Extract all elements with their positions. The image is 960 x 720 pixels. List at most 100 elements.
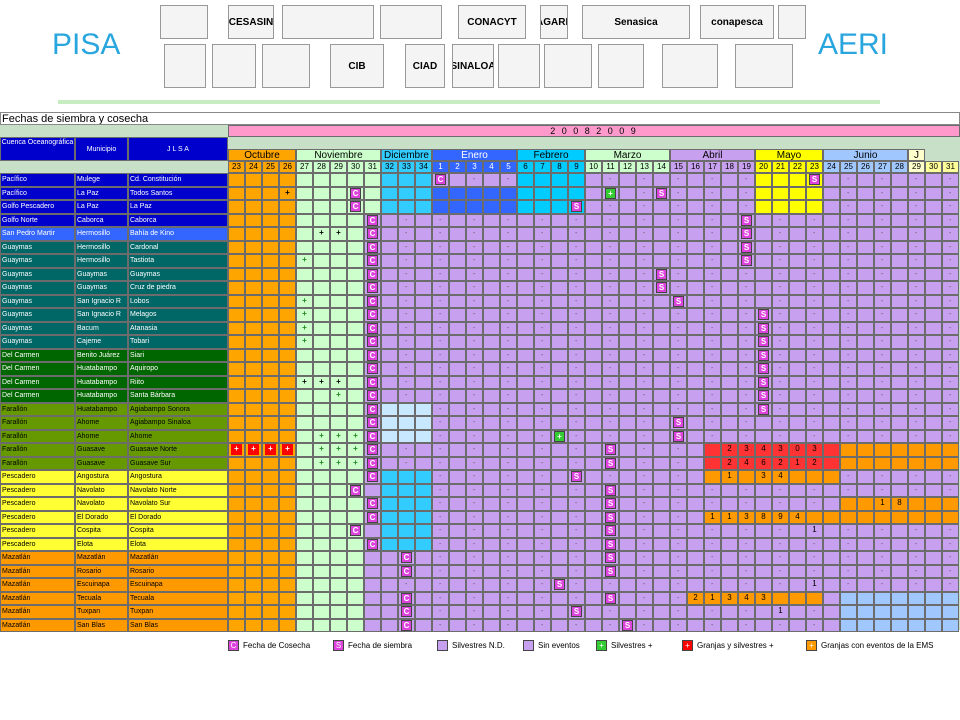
empty-dash: - — [677, 189, 680, 197]
grid-cell — [245, 281, 262, 295]
grid-cell — [857, 227, 874, 241]
grid-cell — [619, 227, 636, 241]
grid-cell — [653, 213, 670, 227]
row-cuenca: Del Carmen — [0, 362, 75, 376]
empty-dash: - — [439, 486, 442, 494]
row-cuenca: Guaymas — [0, 308, 75, 322]
grid-cell: - — [466, 213, 483, 227]
grid-cell: - — [636, 240, 653, 254]
empty-dash: - — [779, 567, 782, 575]
grid-cell — [687, 497, 704, 511]
empty-dash: - — [847, 405, 850, 413]
month-header: Noviembre — [296, 149, 381, 161]
grid-cell — [755, 510, 772, 524]
grid-cell — [432, 200, 449, 214]
grid-cell — [687, 618, 704, 632]
harvest-mark: C — [350, 201, 361, 212]
grid-cell — [653, 510, 670, 524]
grid-cell — [789, 456, 806, 470]
grid-cell — [925, 456, 942, 470]
grid-cell — [415, 591, 432, 605]
row-cuenca: Pescadero — [0, 497, 75, 511]
grid-cell — [262, 416, 279, 430]
week-number: 24 — [245, 161, 262, 173]
empty-dash: - — [439, 594, 442, 602]
empty-dash: - — [779, 257, 782, 264]
grid-cell: - — [704, 483, 721, 497]
week-number: 29 — [908, 161, 925, 173]
row-municipio: Mulege — [75, 173, 128, 187]
row-cuenca: Mazatlán — [0, 564, 75, 578]
grid-cell: - — [602, 294, 619, 308]
grid-cell — [245, 240, 262, 254]
grid-cell: - — [738, 321, 755, 335]
grid-cell — [279, 510, 296, 524]
grid-cell — [653, 402, 670, 416]
grid-cell — [551, 402, 568, 416]
grid-cell — [381, 213, 398, 227]
empty-dash: - — [575, 527, 578, 534]
grid-cell — [279, 578, 296, 592]
empty-dash: - — [643, 311, 646, 318]
grid-cell — [279, 618, 296, 632]
week-number: 23 — [806, 161, 823, 173]
grid-cell — [449, 348, 466, 362]
empty-dash: - — [745, 392, 748, 399]
grid-cell: - — [534, 308, 551, 322]
grid-cell — [245, 551, 262, 565]
grid-cell — [449, 240, 466, 254]
grid-cell — [415, 510, 432, 524]
empty-dash: - — [575, 419, 578, 426]
grid-cell — [245, 267, 262, 281]
grid-cell — [415, 254, 432, 268]
grid-cell — [313, 456, 330, 470]
grid-cell — [313, 294, 330, 308]
grid-cell — [330, 281, 347, 295]
empty-dash: - — [541, 297, 544, 305]
empty-dash: - — [711, 419, 714, 426]
legend-label: Granjas y silvestres + — [697, 641, 774, 650]
grid-cell — [415, 321, 432, 335]
grid-cell — [534, 186, 551, 200]
grid-cell — [585, 497, 602, 511]
grid-cell — [619, 186, 636, 200]
grid-cell — [619, 416, 636, 430]
grid-cell — [517, 402, 534, 416]
empty-dash: - — [473, 621, 476, 629]
week-number: 31 — [942, 161, 959, 173]
grid-cell: - — [840, 294, 857, 308]
grid-cell — [687, 335, 704, 349]
grid-cell — [619, 605, 636, 619]
grid-cell — [857, 483, 874, 497]
grid-cell — [415, 240, 432, 254]
empty-dash: - — [711, 540, 714, 548]
grid-cell — [857, 254, 874, 268]
sowing-mark: S — [741, 228, 752, 239]
empty-dash: - — [439, 284, 442, 291]
empty-dash: - — [643, 419, 646, 426]
grid-cell — [449, 362, 466, 376]
empty-dash: - — [405, 270, 408, 278]
empty-dash: - — [575, 216, 578, 224]
grid-cell: - — [466, 294, 483, 308]
grid-cell — [262, 200, 279, 214]
month-header: Abril — [670, 149, 755, 161]
grid-cell — [347, 389, 364, 403]
grid-cell — [721, 335, 738, 349]
row-jlsa: Guasave Norte — [128, 443, 228, 457]
grid-cell: - — [806, 618, 823, 632]
row-cuenca: Golfo Pescadero — [0, 200, 75, 214]
grid-cell — [245, 200, 262, 214]
grid-cell — [500, 186, 517, 200]
harvest-mark: C — [367, 457, 378, 469]
grid-cell — [381, 321, 398, 335]
grid-cell — [381, 416, 398, 430]
empty-dash: - — [677, 527, 680, 534]
empty-dash: - — [507, 378, 510, 386]
empty-dash: - — [915, 567, 918, 575]
grid-cell — [347, 254, 364, 268]
grid-cell: - — [738, 186, 755, 200]
grid-cell: - — [432, 605, 449, 619]
grid-cell — [279, 213, 296, 227]
empty-dash: - — [745, 581, 748, 588]
